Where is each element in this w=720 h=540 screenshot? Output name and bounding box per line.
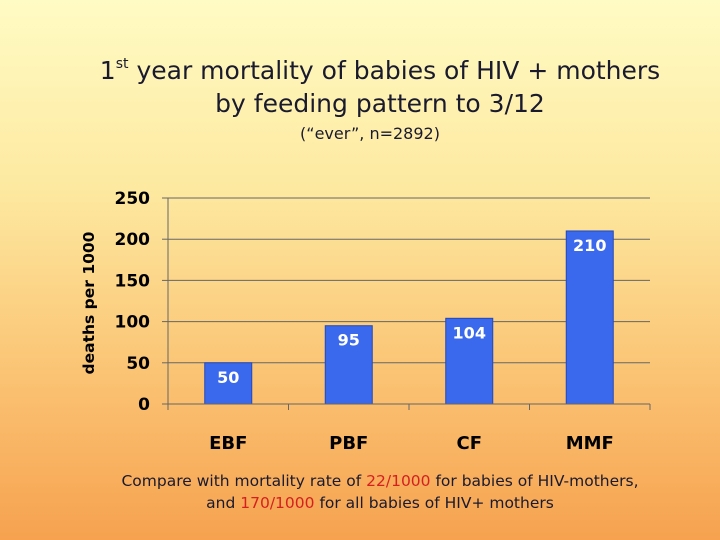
data-label: 210 [573,236,606,255]
data-labels: 50 95 104 210 [217,236,606,387]
data-label: 104 [453,323,486,342]
bar-mmf [565,230,614,405]
x-tick-label: EBF [209,433,247,454]
y-tick-label: 200 [115,230,151,250]
x-tick-label: PBF [329,433,368,454]
footnote-value-1: 22/1000 [366,472,431,490]
x-tick-labels: EBF PBF CF MMF [209,433,614,454]
y-tick-label: 50 [126,354,150,374]
title-line-1: 1st year mortality of babies of HIV + mo… [99,56,661,85]
data-label: 50 [217,368,239,387]
axes [162,197,651,410]
chart-title: 1st year mortality of babies of HIV + mo… [0,48,720,120]
bars [204,230,614,405]
data-label: 95 [338,331,360,350]
y-tick-label: 0 [138,395,150,415]
chart-subtitle: (“ever”, n=2892) [300,124,440,143]
y-axis-label: deaths per 1000 [80,231,98,374]
y-tick-label: 150 [115,271,151,291]
title-line-2: by feeding pattern to 3/12 [215,89,545,118]
y-tick-label: 100 [115,313,151,333]
x-tick-label: CF [456,433,482,454]
footnote-value-2: 170/1000 [240,494,315,512]
y-tick-labels: 0 50 100 150 200 250 [115,189,151,415]
y-tick-label: 250 [115,189,151,209]
footnote: Compare with mortality rate of 22/1000 f… [121,472,639,512]
x-tick-label: MMF [566,433,614,454]
